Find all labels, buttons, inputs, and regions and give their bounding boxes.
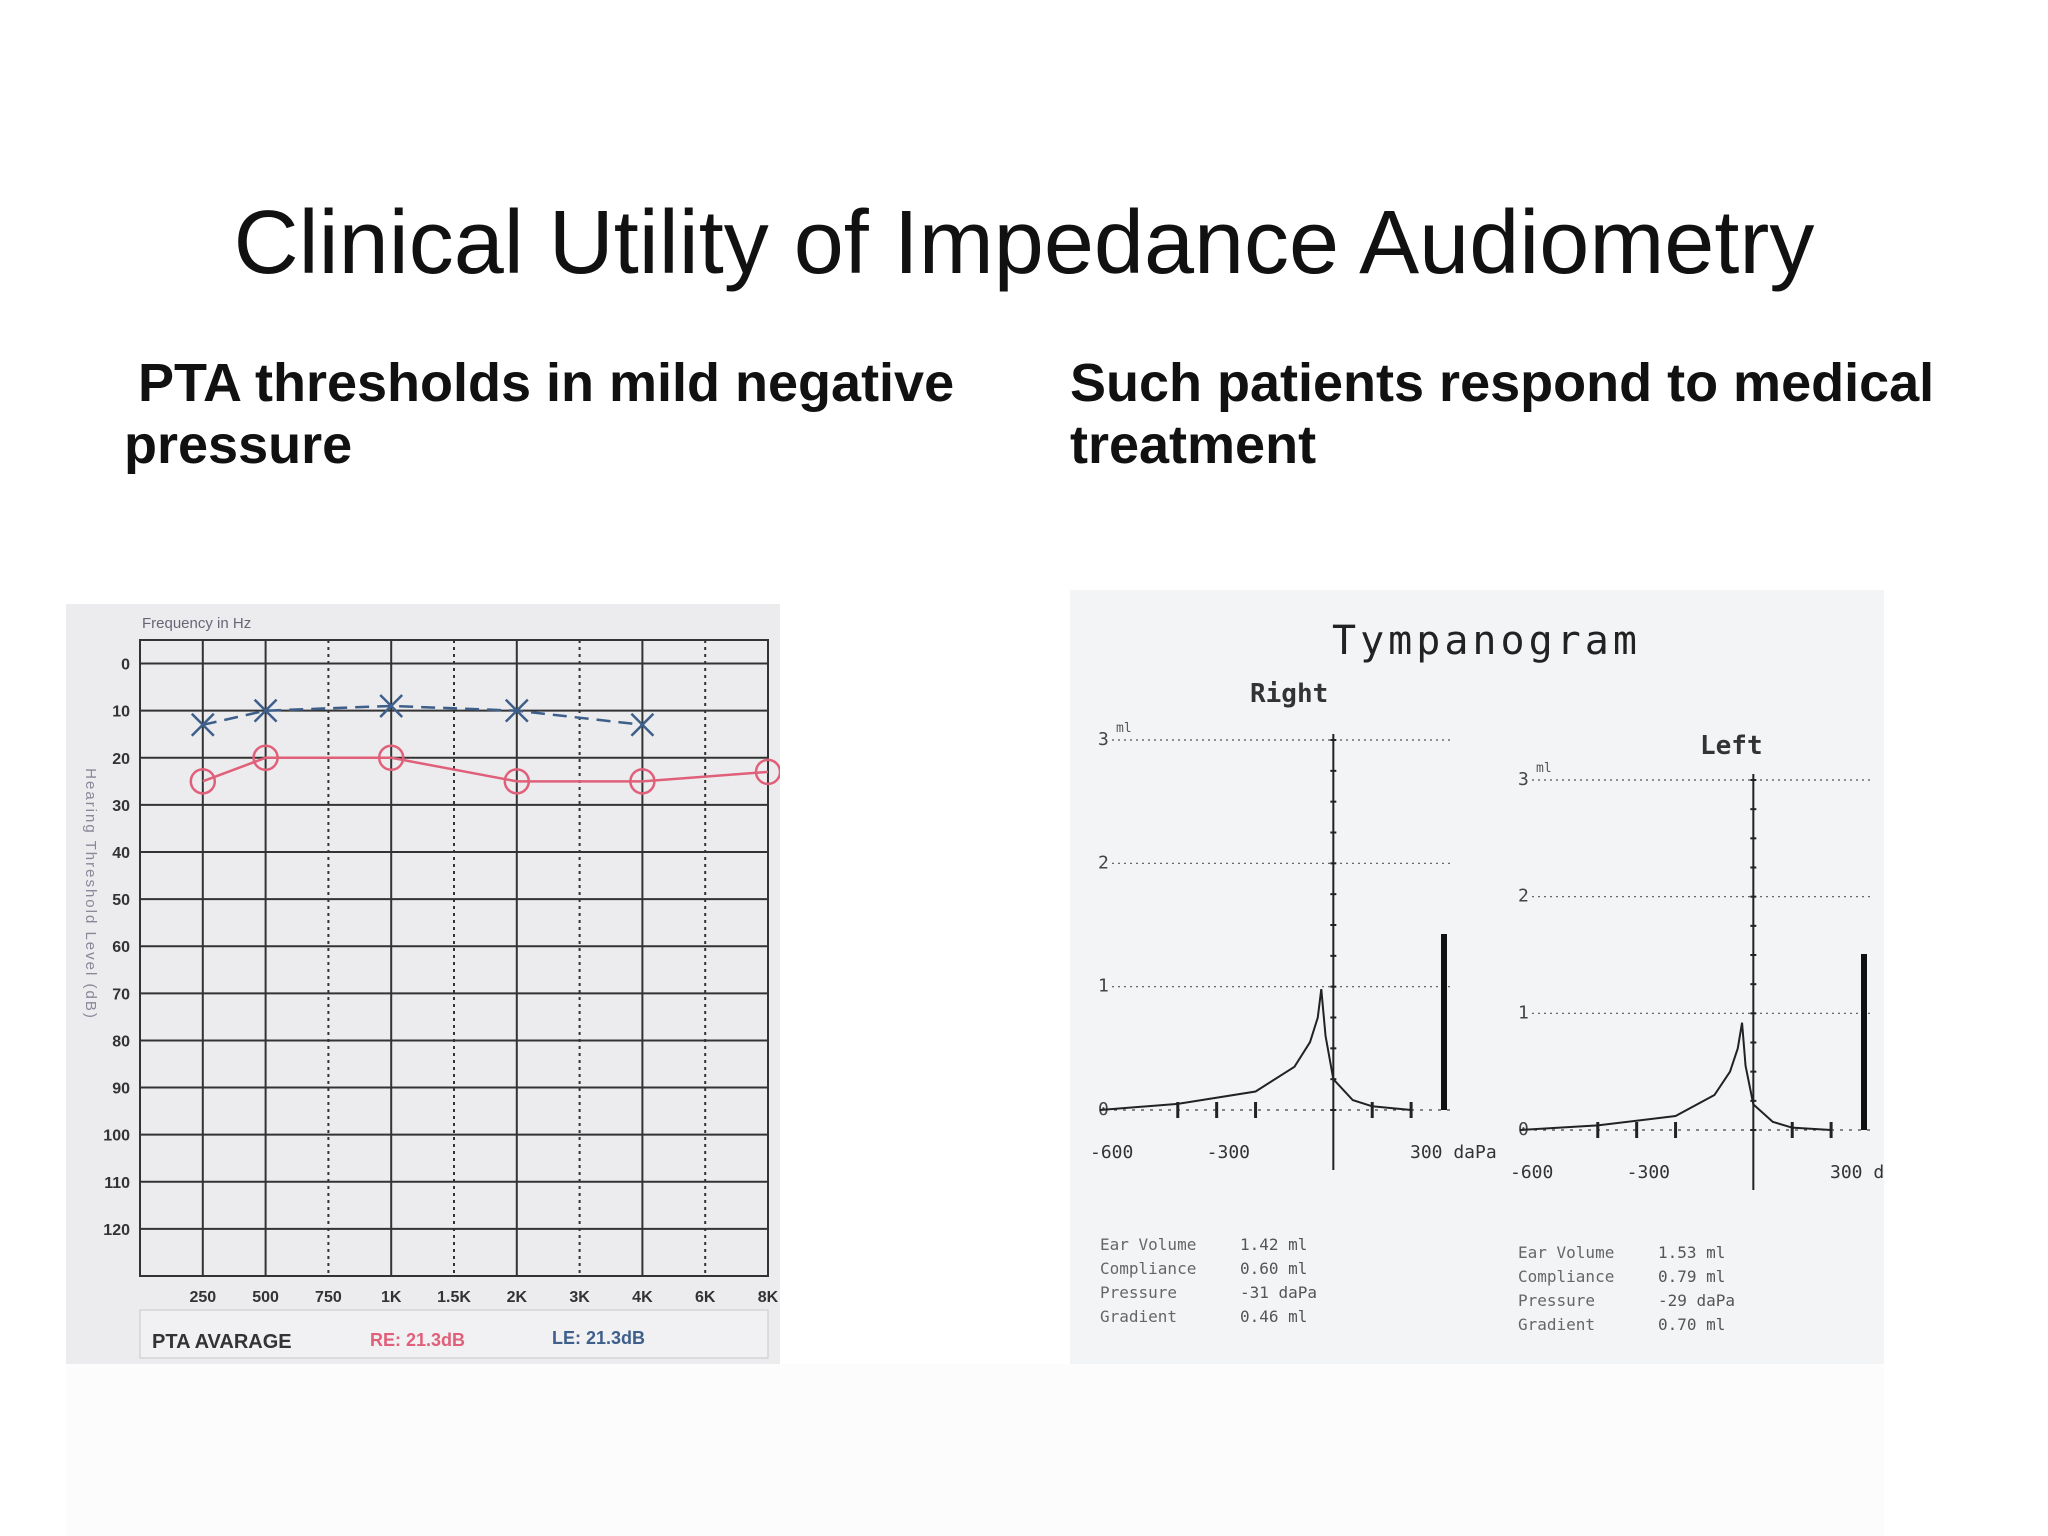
audiogram-x-tick-label: 1.5K: [437, 1289, 471, 1306]
audiogram-y-tick-label: 110: [104, 1175, 130, 1192]
tympanogram-reading-value: 0.46 ml: [1240, 1307, 1307, 1326]
tympanogram-left-label: Left: [1700, 731, 1763, 761]
audiogram-y-tick-label: 20: [112, 751, 130, 768]
pta-average-label: PTA AVARAGE: [152, 1331, 292, 1353]
tympanogram-reading-value: -29 daPa: [1658, 1291, 1735, 1310]
audiogram-caption: PTA thresholds in mild negative pressure: [124, 353, 955, 475]
left-ear-point: [379, 694, 404, 718]
audiogram-y-tick-label: 50: [112, 892, 130, 909]
left-ear-point: [504, 698, 529, 723]
right-ear-point: [189, 768, 217, 795]
tympanogram-y-tick-label: 3: [1098, 729, 1109, 750]
tympanogram-reading-label: Ear Volume: [1100, 1235, 1196, 1254]
tympanogram-y-unit: ml: [1116, 721, 1132, 736]
tympanogram-title: Tympanogram: [1332, 618, 1641, 664]
audiogram-y-ticks: 0 10 20 30 40 50 60 70 80 90 100 110 120: [103, 657, 130, 1239]
tympanogram-image: Tympanogram Right 0 1 2 3 ml -600 -300 300 daPa…: [1070, 590, 1917, 1364]
tympanogram-reading-label: Gradient: [1518, 1315, 1595, 1334]
audiogram-x-tick-label: 4K: [632, 1289, 653, 1306]
tympanogram-y-unit: ml: [1536, 761, 1552, 776]
tympanogram-y-tick-label: 2: [1098, 852, 1109, 873]
tympanogram-y-tick-label: 1: [1098, 976, 1109, 997]
left-ear-point: [190, 712, 215, 737]
tympanogram-x-tick-label: 300 daPa: [1410, 1142, 1497, 1163]
tympanogram-reading-label: Compliance: [1518, 1267, 1614, 1286]
tympanogram-reading-label: Ear Volume: [1518, 1243, 1614, 1262]
audiogram-grid: [139, 639, 769, 1277]
pta-re-value: RE: 21.3dB: [370, 1330, 465, 1350]
left-ear-point-stroke: [190, 712, 215, 737]
tympanogram-reading-value: -31 daPa: [1240, 1283, 1317, 1302]
pta-le-value: LE: 21.3dB: [552, 1328, 645, 1348]
audiogram-y-axis-label: Hearing Threshold Level (dB): [82, 768, 99, 1020]
audiogram-y-tick-label: 30: [112, 798, 130, 815]
right-ear-point: [629, 768, 656, 795]
audiogram-x-tick-label: 1K: [381, 1289, 402, 1306]
tympanogram-x-tick-label: -600: [1510, 1162, 1553, 1183]
left-ear-point: [630, 712, 655, 737]
left-ear-point-stroke: [630, 712, 655, 737]
audiogram-image: Frequency in Hz Hearing Threshold Level …: [66, 604, 782, 1364]
right-ear-line: [202, 756, 769, 783]
right-ear-point: [503, 768, 531, 795]
right-ear-point: [252, 744, 279, 772]
tympanogram-y-tick-label: 3: [1518, 769, 1529, 790]
audiogram-x-tick-label: 750: [315, 1289, 342, 1306]
tympanogram-x-tick-label: -600: [1090, 1142, 1133, 1163]
tympanogram-curve: [1099, 989, 1412, 1111]
audiogram-x-tick-label: 8K: [758, 1289, 779, 1306]
tympanogram-reading-label: Pressure: [1100, 1283, 1177, 1302]
audiogram-x-tick-label: 6K: [695, 1289, 716, 1306]
left-ear-point-stroke: [379, 694, 404, 718]
tympanogram-reading-value: 0.60 ml: [1240, 1259, 1307, 1278]
audiogram-y-tick-label: 70: [112, 986, 130, 1003]
tympanogram-y-tick-label: 1: [1518, 1002, 1529, 1023]
audiogram-x-tick-label: 250: [189, 1289, 216, 1306]
audiogram-x-tick-label: 2K: [507, 1289, 528, 1306]
left-ear-point-stroke: [253, 698, 278, 723]
tympanogram-reading-value: 1.53 ml: [1658, 1243, 1725, 1262]
audiogram-y-tick-label: 90: [112, 1081, 130, 1098]
pta-average-box: [139, 1309, 769, 1359]
left-ear-line: [202, 704, 643, 727]
audiogram-x-tick-label: 500: [252, 1289, 279, 1306]
audiogram-y-tick-label: 120: [103, 1222, 130, 1239]
audiogram-x-tick-label: 3K: [569, 1289, 590, 1306]
tympanogram-reading-value: 1.42 ml: [1240, 1235, 1307, 1254]
tympanogram-caption: Such patients respond to medical treatme…: [1070, 353, 1935, 475]
left-ear-point: [253, 698, 278, 723]
tympanogram-reading-value: 0.79 ml: [1658, 1267, 1725, 1286]
slide-title: Clinical Utility of Impedance Audiometry: [233, 193, 1815, 294]
audiogram-y-tick-label: 40: [112, 845, 130, 862]
tympanogram-reading-label: Pressure: [1518, 1291, 1595, 1310]
tympanogram-x-tick-label: -300: [1207, 1142, 1250, 1163]
audiogram-series: [189, 694, 782, 795]
audiogram-y-tick-label: 0: [121, 657, 130, 674]
audiogram-chart: Frequency in Hz Hearing Threshold Level …: [82, 615, 782, 1359]
tympanogram-y-tick-label: 2: [1518, 886, 1529, 907]
audiogram-y-tick-label: 10: [112, 704, 130, 721]
tympanogram-reading-label: Compliance: [1100, 1259, 1196, 1278]
audiogram-x-ticks: 250 500 750 1K 1.5K 2K 3K 4K 6K 8K: [189, 1289, 778, 1306]
left-ear-point-stroke: [504, 698, 529, 723]
tympanogram-x-tick-label: 300 daPa: [1830, 1162, 1884, 1183]
audiogram-y-tick-label: 100: [103, 1128, 130, 1145]
tympanogram-reading-label: Gradient: [1100, 1307, 1177, 1326]
audiogram-header-label: Frequency in Hz: [142, 615, 251, 632]
tympanogram-x-tick-label: -300: [1627, 1162, 1670, 1183]
tympanogram-reading-value: 0.70 ml: [1658, 1315, 1725, 1334]
right-ear-point: [377, 744, 405, 772]
tympanogram-curve: [1519, 1022, 1832, 1131]
audiogram-y-tick-label: 80: [112, 1033, 130, 1050]
audiogram-y-tick-label: 60: [112, 939, 130, 956]
slide-footer-space: [66, 1364, 1884, 1536]
tympanogram-right-label: Right: [1250, 679, 1328, 709]
